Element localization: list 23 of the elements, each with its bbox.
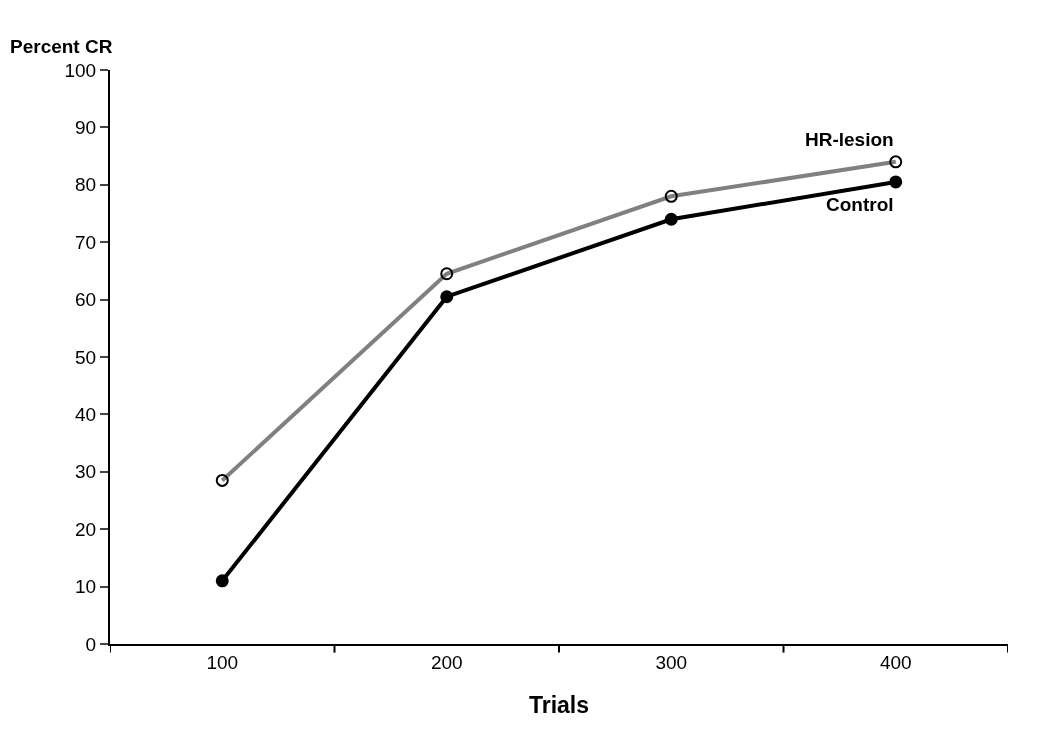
y-tick-label: 40 — [75, 404, 97, 426]
x-axis-title: Trials — [528, 691, 590, 718]
y-tick-label: 10 — [75, 576, 97, 598]
y-tick-label: 70 — [75, 231, 97, 253]
y-tick-label: 60 — [75, 289, 97, 311]
y-tick-label: 30 — [75, 461, 97, 483]
y-tick-label: 20 — [75, 518, 97, 540]
point — [215, 574, 229, 588]
y-tick-label: 80 — [75, 174, 97, 196]
point — [889, 175, 903, 189]
y-tick-label: 0 — [85, 633, 97, 655]
x-tick-label: 400 — [879, 651, 912, 673]
y-tick-label: 90 — [75, 117, 97, 139]
x-tick-label: 200 — [430, 651, 463, 673]
y-tick-label: 50 — [75, 346, 97, 368]
series-label: HR-lesion — [805, 129, 894, 150]
y-tick-label: 100 — [64, 59, 97, 81]
point — [440, 290, 454, 304]
x-tick-label: 300 — [655, 651, 688, 673]
y-axis-title: Percent CR — [10, 36, 113, 57]
x-tick-label: 100 — [206, 651, 239, 673]
point — [664, 212, 678, 226]
series-label: Control — [826, 194, 894, 215]
